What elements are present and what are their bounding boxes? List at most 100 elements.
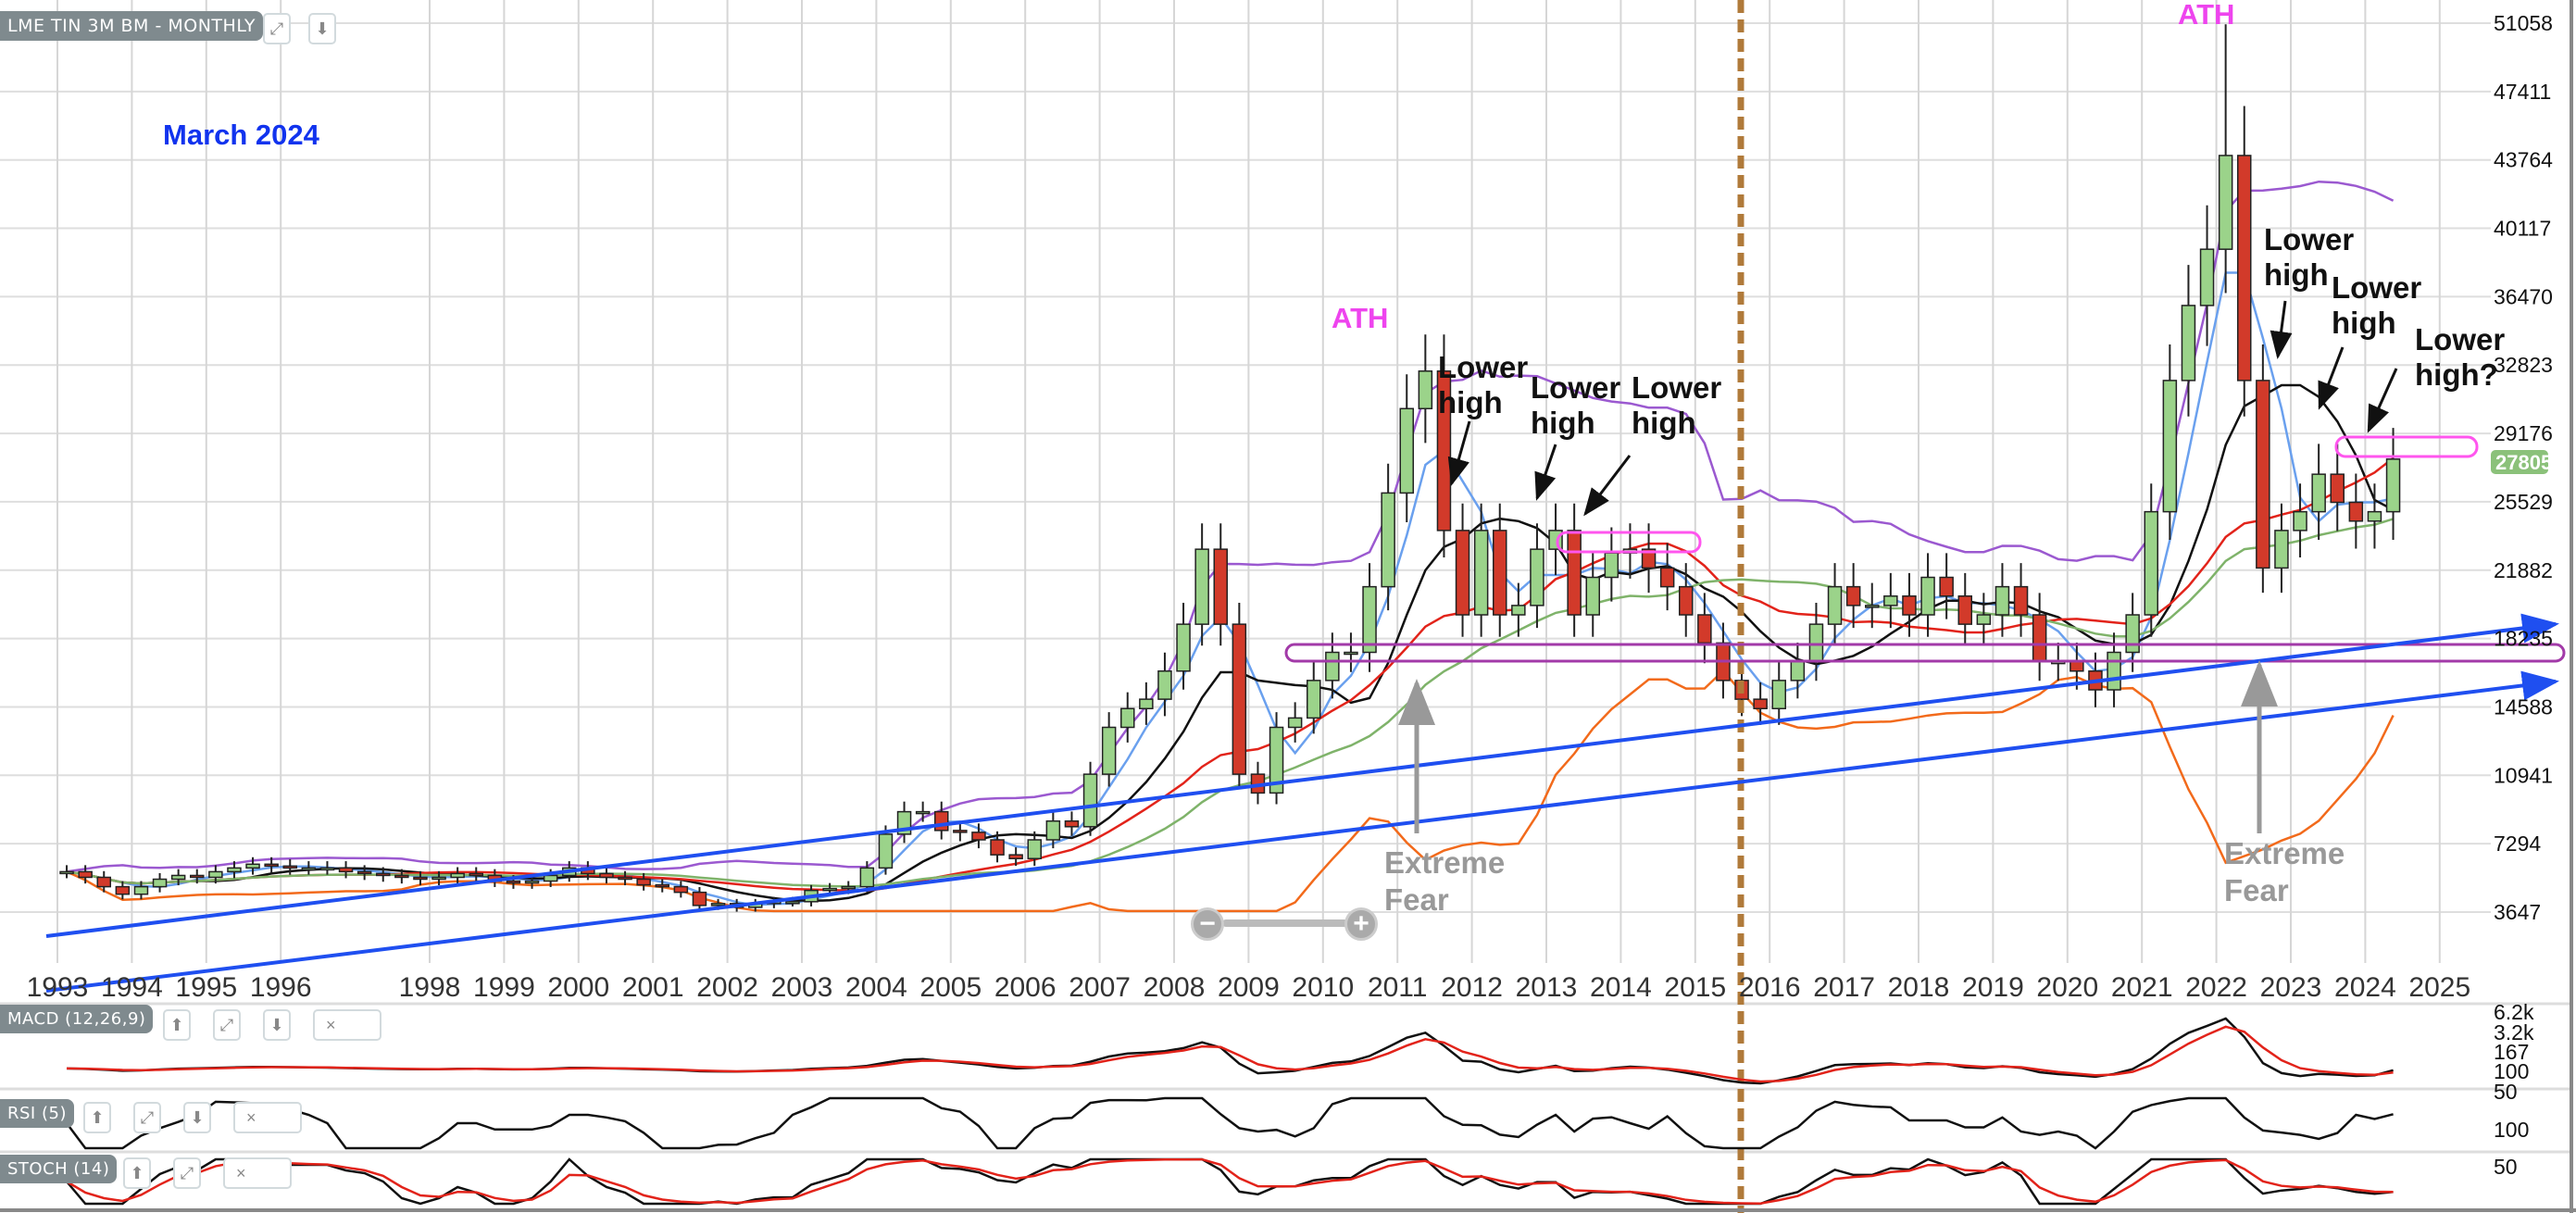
candle (356, 870, 372, 875)
arrow-down-icon: ⬇ (315, 19, 330, 38)
lower-high-6-line1: Lower (2415, 322, 2505, 356)
candle (1381, 492, 1395, 588)
rsi-up-button[interactable]: ⬆ (83, 1102, 111, 1133)
candle (1585, 576, 1600, 616)
candle (1418, 370, 1433, 410)
candle (2274, 530, 2289, 569)
macd-up-button[interactable]: ⬆ (163, 1009, 191, 1041)
last-price-tag: 27805 (2491, 450, 2552, 474)
candle (915, 810, 931, 815)
candle (1845, 585, 1861, 606)
candle (953, 830, 968, 833)
candle (1232, 623, 1247, 775)
candle (710, 903, 726, 907)
lower-high-5-line2: high (2332, 306, 2396, 340)
lower-high-4-line2: high (2264, 257, 2329, 292)
x-tick-label: 2003 (771, 972, 833, 1003)
candle (2385, 458, 2401, 513)
candle (1808, 623, 1824, 663)
candle (1883, 595, 1898, 606)
arrow-lower-high-3 (1583, 455, 1632, 517)
x-tick-label: 2021 (2111, 972, 2173, 1003)
macd-down-button[interactable]: ⬇ (263, 1009, 291, 1041)
candle (413, 876, 428, 881)
y-tick-label: 7294 (2494, 832, 2541, 856)
y-tick-label: 47411 (2494, 80, 2551, 104)
close-icon: × (236, 1163, 246, 1182)
x-tick-label: 2012 (1441, 972, 1503, 1003)
x-tick-label: 2006 (994, 972, 1057, 1003)
macd-remove-button[interactable]: × (313, 1009, 381, 1041)
y-tick-label: 3647 (2494, 900, 2541, 924)
candle (692, 891, 707, 907)
x-tick-label: 2019 (1962, 972, 2024, 1003)
candle (170, 874, 186, 881)
move-down-button[interactable]: ⬇ (308, 13, 336, 44)
candle (1362, 585, 1377, 654)
candle (785, 901, 800, 905)
x-tick-label: 2018 (1888, 972, 1950, 1003)
x-tick-label: 1993 (27, 972, 89, 1003)
y-tick-label: 18235 (2494, 627, 2553, 651)
candle (2348, 501, 2364, 522)
candle (469, 872, 483, 877)
zoom-out-button[interactable]: − (1191, 907, 1224, 941)
x-tick-label: 2009 (1218, 972, 1280, 1003)
stoch-remove-button[interactable]: × (223, 1157, 292, 1189)
extreme-fear-1-line1: Extreme (1384, 845, 1505, 880)
candle (1082, 773, 1098, 828)
candle (1939, 576, 1954, 597)
rsi-label: RSI (5) (0, 1099, 74, 1128)
candle (2311, 473, 2326, 513)
ma-fast-line (66, 271, 2394, 907)
zoom-in-button[interactable]: + (1344, 907, 1378, 941)
rsi-expand-button[interactable]: ⤢ (133, 1102, 161, 1133)
macd-label: MACD (12,26,9) (0, 1005, 154, 1033)
x-tick-label: 2020 (2036, 972, 2098, 1003)
candle (1287, 717, 1303, 729)
indicator-tick-label: 100 (2494, 1118, 2529, 1142)
candle (319, 867, 335, 871)
lower-high-2-line1: Lower (1531, 370, 1620, 405)
indicator-tick-label: 3.2k (2494, 1020, 2534, 1044)
candle (338, 867, 354, 873)
y-tick-label: 25529 (2494, 490, 2553, 514)
stoch-expand-button[interactable]: ⤢ (173, 1157, 201, 1189)
candle (1194, 548, 1209, 625)
x-tick-label: 2010 (1292, 972, 1354, 1003)
drawings (45, 0, 2566, 1213)
expand-button[interactable]: ⤢ (263, 13, 291, 44)
candle (1511, 605, 1526, 616)
candle (1641, 548, 1657, 569)
close-icon: × (326, 1015, 336, 1034)
indicator-tick-label: 100 (2494, 1059, 2529, 1083)
rsi-down-button[interactable]: ⬇ (183, 1102, 211, 1133)
candle (1120, 707, 1135, 729)
candle (506, 880, 521, 884)
macd-expand-button[interactable]: ⤢ (213, 1009, 241, 1041)
candle (1697, 614, 1712, 644)
x-tick-label: 1998 (399, 972, 461, 1003)
lower-high-2-line2: high (1531, 406, 1595, 440)
candle (1827, 585, 1843, 625)
stoch-up-button[interactable]: ⬆ (123, 1157, 151, 1189)
candle (376, 872, 391, 877)
rsi-remove-button[interactable]: × (233, 1102, 302, 1133)
candle (1139, 698, 1154, 709)
chart-title-chip: LME TIN 3M BM - MONTHLY (0, 11, 263, 41)
arrow-up-icon: ⬆ (169, 1015, 184, 1034)
stoch-k-line (66, 1157, 2394, 1206)
y-tick-label: 36470 (2494, 284, 2553, 308)
candle (115, 885, 131, 895)
candle (1902, 595, 1917, 616)
candle (2125, 614, 2140, 654)
indicator-tick-label: 167 (2494, 1040, 2529, 1064)
zoom-slider[interactable] (1222, 919, 1361, 927)
arrow-up-icon: ⬆ (130, 1163, 144, 1182)
extreme-fear-2-line1: Extreme (2224, 836, 2345, 870)
support-band (1284, 643, 2566, 663)
candle (2144, 510, 2158, 616)
candle (934, 810, 949, 832)
candle (1157, 670, 1172, 700)
